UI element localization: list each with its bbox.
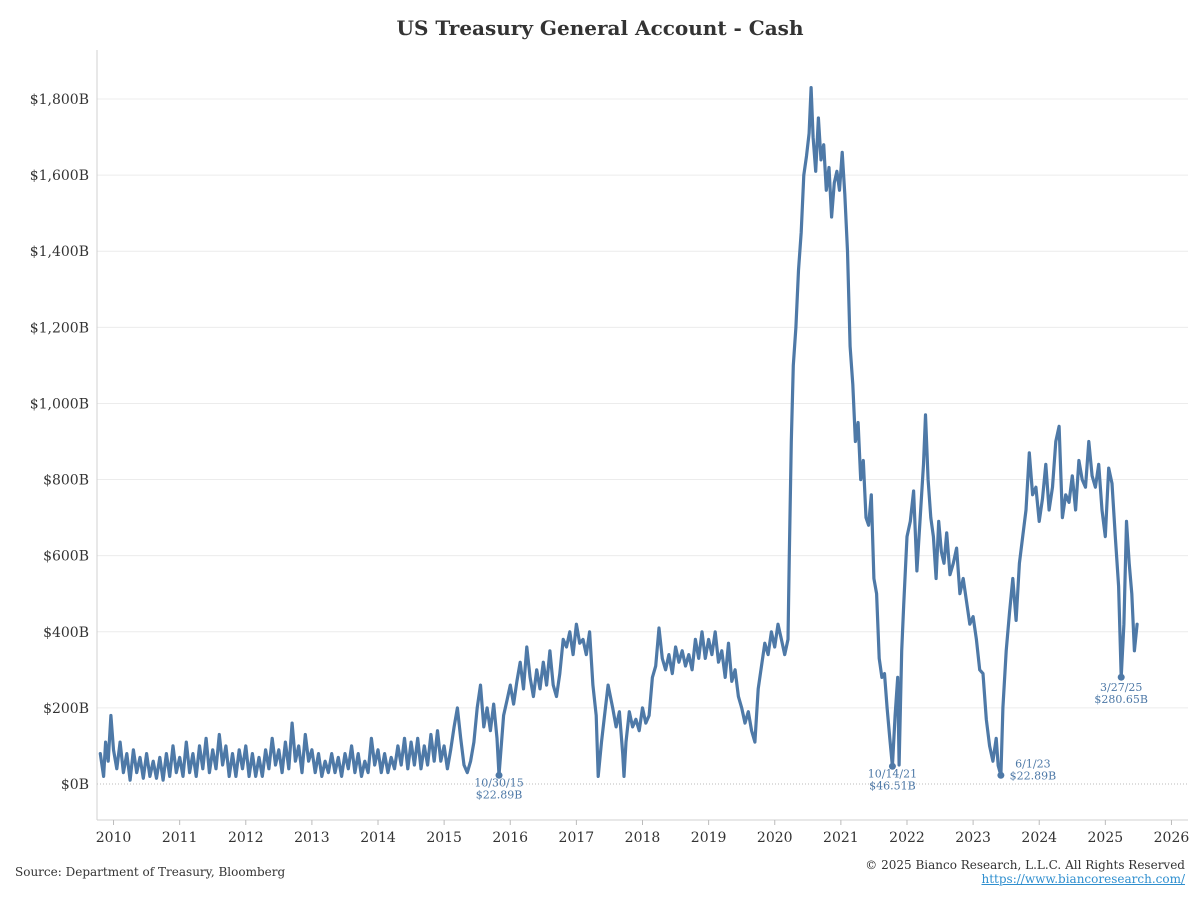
annotation-value: $22.89B bbox=[1010, 769, 1057, 782]
y-tick-label: $1,400B bbox=[30, 244, 89, 260]
x-tick-label: 2020 bbox=[757, 830, 793, 846]
annotation-marker bbox=[1117, 673, 1125, 681]
x-tick-label: 2018 bbox=[625, 830, 661, 846]
x-tick-label: 2012 bbox=[228, 830, 264, 846]
y-tick-label: $400B bbox=[43, 625, 89, 641]
chart-title: US Treasury General Account - Cash bbox=[396, 16, 804, 40]
x-axis-ticks: 2010 2011 2012 2013 2014 2015 2016 2017 2018 2019… bbox=[96, 820, 1190, 846]
x-tick-label: 2024 bbox=[1021, 830, 1057, 846]
source-note: Source: Department of Treasury, Bloomber… bbox=[15, 865, 286, 879]
x-tick-label: 2025 bbox=[1088, 830, 1124, 846]
x-tick-label: 2019 bbox=[691, 830, 727, 846]
x-tick-label: 2010 bbox=[96, 830, 132, 846]
y-tick-label: $0B bbox=[61, 777, 89, 793]
x-tick-label: 2014 bbox=[360, 830, 396, 846]
y-tick-label: $800B bbox=[43, 473, 89, 489]
y-tick-label: $600B bbox=[43, 549, 89, 565]
x-tick-label: 2023 bbox=[955, 830, 991, 846]
x-tick-label: 2013 bbox=[294, 830, 330, 846]
annotation-marker bbox=[495, 771, 503, 779]
grid-lines bbox=[97, 98, 1188, 785]
y-tick-label: $1,000B bbox=[30, 396, 89, 412]
series-layer bbox=[98, 86, 1139, 782]
annotation-date: 6/1/23 bbox=[1015, 757, 1050, 770]
annotation-date: 10/30/15 bbox=[474, 776, 523, 789]
footer-copyright-block: © 2025 Bianco Research, L.L.C. All Right… bbox=[865, 858, 1185, 886]
annotation-value: $22.89B bbox=[476, 788, 523, 801]
x-tick-label: 2026 bbox=[1154, 830, 1190, 846]
annotation-date: 10/14/21 bbox=[868, 767, 917, 780]
series-line bbox=[98, 86, 1139, 782]
y-axis-ticks: $0B $200B $400B $600B $800B $1,000B $1,200B $1,… bbox=[30, 92, 89, 793]
y-tick-label: $1,600B bbox=[30, 168, 89, 184]
x-tick-label: 2015 bbox=[426, 830, 462, 846]
x-tick-label: 2016 bbox=[492, 830, 528, 846]
annotations: 10/30/15$22.89B10/14/21$46.51B6/1/23$22.… bbox=[474, 673, 1148, 801]
annotation-marker bbox=[997, 771, 1005, 779]
annotation-value: $280.65B bbox=[1094, 693, 1148, 706]
y-tick-label: $1,200B bbox=[30, 320, 89, 336]
axes bbox=[96, 50, 1188, 821]
y-tick-label: $1,800B bbox=[30, 92, 89, 108]
copyright-text: © 2025 Bianco Research, L.L.C. All Right… bbox=[865, 858, 1185, 872]
x-tick-label: 2011 bbox=[162, 830, 198, 846]
website-link[interactable]: https://www.biancoresearch.com/ bbox=[981, 872, 1185, 886]
annotation-marker bbox=[888, 762, 896, 770]
annotation-date: 3/27/25 bbox=[1100, 681, 1142, 694]
x-tick-label: 2017 bbox=[559, 830, 595, 846]
annotation-value: $46.51B bbox=[869, 779, 916, 792]
x-tick-label: 2022 bbox=[889, 830, 925, 846]
x-tick-label: 2021 bbox=[823, 830, 859, 846]
y-tick-label: $200B bbox=[43, 701, 89, 717]
